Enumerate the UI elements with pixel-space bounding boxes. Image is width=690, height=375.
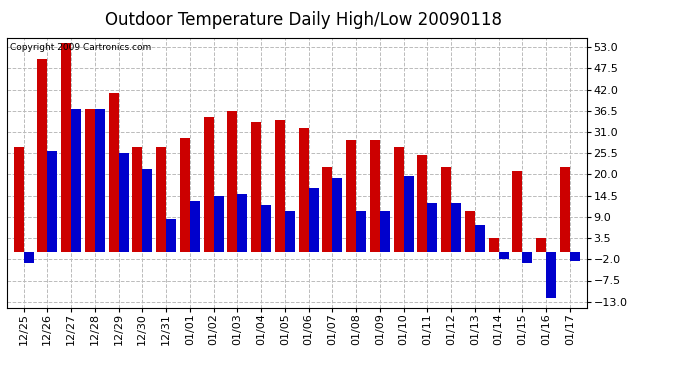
Bar: [513, 171, 522, 252]
Bar: [308, 188, 319, 252]
Bar: [190, 201, 200, 252]
Bar: [119, 153, 128, 252]
Bar: [522, 252, 533, 263]
Bar: [23, 252, 34, 263]
Bar: [370, 140, 380, 252]
Bar: [441, 167, 451, 252]
Bar: [465, 211, 475, 252]
Bar: [61, 43, 71, 252]
Bar: [451, 203, 461, 252]
Bar: [393, 147, 404, 252]
Bar: [48, 151, 57, 252]
Bar: [166, 219, 176, 252]
Bar: [156, 147, 166, 252]
Bar: [37, 59, 48, 252]
Bar: [95, 109, 105, 252]
Bar: [546, 252, 556, 298]
Bar: [85, 109, 95, 252]
Bar: [214, 196, 224, 252]
Bar: [417, 155, 427, 252]
Bar: [499, 252, 509, 259]
Bar: [427, 203, 437, 252]
Bar: [142, 169, 152, 252]
Bar: [71, 109, 81, 252]
Bar: [14, 147, 23, 252]
Bar: [475, 225, 485, 252]
Bar: [570, 252, 580, 261]
Bar: [356, 211, 366, 252]
Bar: [489, 238, 499, 252]
Text: Copyright 2009 Cartronics.com: Copyright 2009 Cartronics.com: [10, 43, 151, 52]
Bar: [204, 117, 214, 252]
Text: Outdoor Temperature Daily High/Low 20090118: Outdoor Temperature Daily High/Low 20090…: [105, 11, 502, 29]
Bar: [536, 238, 546, 252]
Bar: [285, 211, 295, 252]
Bar: [404, 176, 413, 252]
Bar: [275, 120, 285, 252]
Bar: [251, 122, 261, 252]
Bar: [322, 167, 333, 252]
Bar: [132, 147, 142, 252]
Bar: [560, 167, 570, 252]
Bar: [180, 138, 190, 252]
Bar: [333, 178, 342, 252]
Bar: [227, 111, 237, 252]
Bar: [108, 93, 119, 252]
Bar: [346, 140, 356, 252]
Bar: [261, 205, 271, 252]
Bar: [299, 128, 308, 252]
Bar: [380, 211, 390, 252]
Bar: [237, 194, 247, 252]
